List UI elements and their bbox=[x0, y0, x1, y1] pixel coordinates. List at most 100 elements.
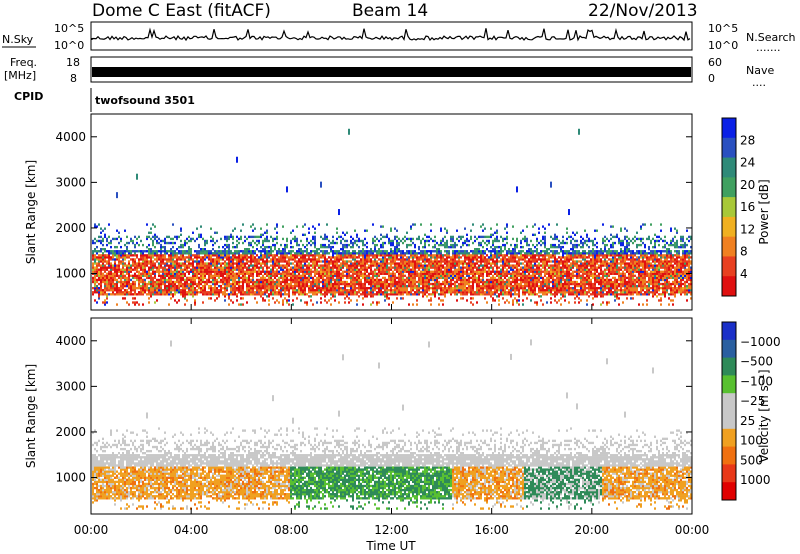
heatmap-cell bbox=[370, 289, 372, 292]
heatmap-cell bbox=[304, 272, 306, 275]
heatmap-cell bbox=[92, 268, 94, 271]
heatmap-cell bbox=[348, 268, 350, 271]
heatmap-cell bbox=[386, 282, 388, 286]
heatmap-cell bbox=[98, 270, 100, 273]
heatmap-cell bbox=[98, 282, 100, 286]
heatmap-cell bbox=[286, 293, 288, 296]
heatmap-cell bbox=[220, 278, 222, 282]
heatmap-cell bbox=[308, 284, 310, 288]
heatmap-cell bbox=[268, 260, 270, 263]
heatmap-cell bbox=[388, 284, 390, 288]
heatmap-cell bbox=[494, 264, 496, 267]
heatmap-cell bbox=[490, 256, 492, 259]
heatmap-cell bbox=[340, 266, 342, 269]
heatmap-cell bbox=[494, 270, 496, 273]
heatmap-cell bbox=[450, 293, 452, 296]
heatmap-cell bbox=[96, 258, 98, 261]
heatmap-cell bbox=[314, 239, 316, 243]
heatmap-cell bbox=[266, 254, 268, 257]
heatmap-cell bbox=[190, 254, 192, 257]
heatmap-cell bbox=[210, 268, 212, 271]
heatmap-cell bbox=[424, 268, 426, 271]
heatmap-cell bbox=[330, 241, 332, 245]
heatmap-cell bbox=[102, 260, 104, 263]
heatmap-cell bbox=[424, 252, 426, 255]
heatmap-cell bbox=[422, 260, 424, 263]
heatmap-cell bbox=[308, 254, 310, 257]
heatmap-cell bbox=[140, 276, 142, 280]
heatmap-cell bbox=[312, 286, 314, 290]
heatmap-cell bbox=[406, 276, 408, 280]
heatmap-cell bbox=[522, 289, 524, 292]
heatmap-cell bbox=[166, 291, 168, 294]
heatmap-cell bbox=[146, 262, 148, 265]
heatmap-cell bbox=[154, 266, 156, 269]
heatmap-cell bbox=[472, 289, 474, 292]
heatmap-cell bbox=[380, 268, 382, 271]
heatmap-cell bbox=[150, 268, 152, 271]
heatmap-cell bbox=[120, 286, 122, 290]
heatmap-cell bbox=[118, 289, 120, 292]
heatmap-cell bbox=[170, 274, 172, 278]
heatmap-cell bbox=[328, 266, 330, 269]
heatmap-cell bbox=[400, 276, 402, 280]
heatmap-cell bbox=[300, 276, 302, 280]
heatmap-cell bbox=[254, 264, 256, 267]
heatmap-cell bbox=[96, 250, 98, 253]
heatmap-cell bbox=[94, 254, 96, 257]
nave-tick-bottom: 0 bbox=[708, 72, 715, 85]
heatmap-cell bbox=[312, 260, 314, 263]
heatmap-cell bbox=[464, 289, 466, 292]
heatmap-cell bbox=[494, 289, 496, 292]
heatmap-cell bbox=[244, 254, 246, 257]
heatmap-cell bbox=[404, 260, 406, 263]
heatmap-cell bbox=[238, 241, 240, 245]
heatmap-cell bbox=[240, 262, 242, 265]
heatmap-cell bbox=[384, 252, 386, 255]
heatmap-cell bbox=[456, 289, 458, 292]
heatmap-cell bbox=[290, 276, 292, 280]
heatmap-cell bbox=[202, 264, 204, 267]
heatmap-cell bbox=[254, 268, 256, 271]
heatmap-cell bbox=[148, 235, 150, 239]
heatmap-cell bbox=[358, 286, 360, 290]
heatmap-cell bbox=[446, 286, 448, 290]
heatmap-cell bbox=[354, 282, 356, 286]
heatmap-cell bbox=[214, 266, 216, 269]
heatmap-cell bbox=[154, 225, 156, 228]
heatmap-cell bbox=[280, 293, 282, 296]
heatmap-cell bbox=[340, 282, 342, 286]
heatmap-cell bbox=[430, 278, 432, 282]
heatmap-cell bbox=[184, 291, 186, 294]
heatmap-cell bbox=[228, 245, 230, 249]
heatmap-cell bbox=[114, 258, 116, 261]
heatmap-cell bbox=[264, 256, 266, 259]
heatmap-cell bbox=[336, 258, 338, 261]
heatmap-cell bbox=[288, 293, 290, 296]
heatmap-cell bbox=[182, 289, 184, 292]
heatmap-cell bbox=[430, 250, 432, 253]
heatmap-cell bbox=[310, 250, 312, 253]
heatmap-cell bbox=[356, 270, 358, 273]
heatmap-cell bbox=[370, 250, 372, 253]
heatmap-cell bbox=[380, 272, 382, 275]
heatmap-cell bbox=[344, 239, 346, 243]
heatmap-cell bbox=[102, 264, 104, 267]
heatmap-cell bbox=[154, 264, 156, 267]
heatmap-cell bbox=[142, 268, 144, 271]
heatmap-cell bbox=[184, 262, 186, 265]
heatmap-cell bbox=[456, 254, 458, 257]
heatmap-cell bbox=[160, 280, 162, 284]
heatmap-cell bbox=[428, 260, 430, 263]
heatmap-cell bbox=[256, 235, 258, 239]
heatmap-cell bbox=[456, 286, 458, 290]
heatmap-cell bbox=[222, 266, 224, 269]
heatmap-cell bbox=[404, 235, 406, 239]
nsky-strip: N.Sky 10^5 10^0 10^5 10^0 N.Search .....… bbox=[2, 21, 796, 54]
heatmap-cell bbox=[236, 245, 238, 249]
heatmap-cell bbox=[424, 243, 426, 247]
heatmap-cell bbox=[262, 297, 264, 300]
heatmap-cell bbox=[454, 286, 456, 290]
heatmap-cell bbox=[346, 239, 348, 243]
heatmap-cell bbox=[92, 286, 94, 290]
